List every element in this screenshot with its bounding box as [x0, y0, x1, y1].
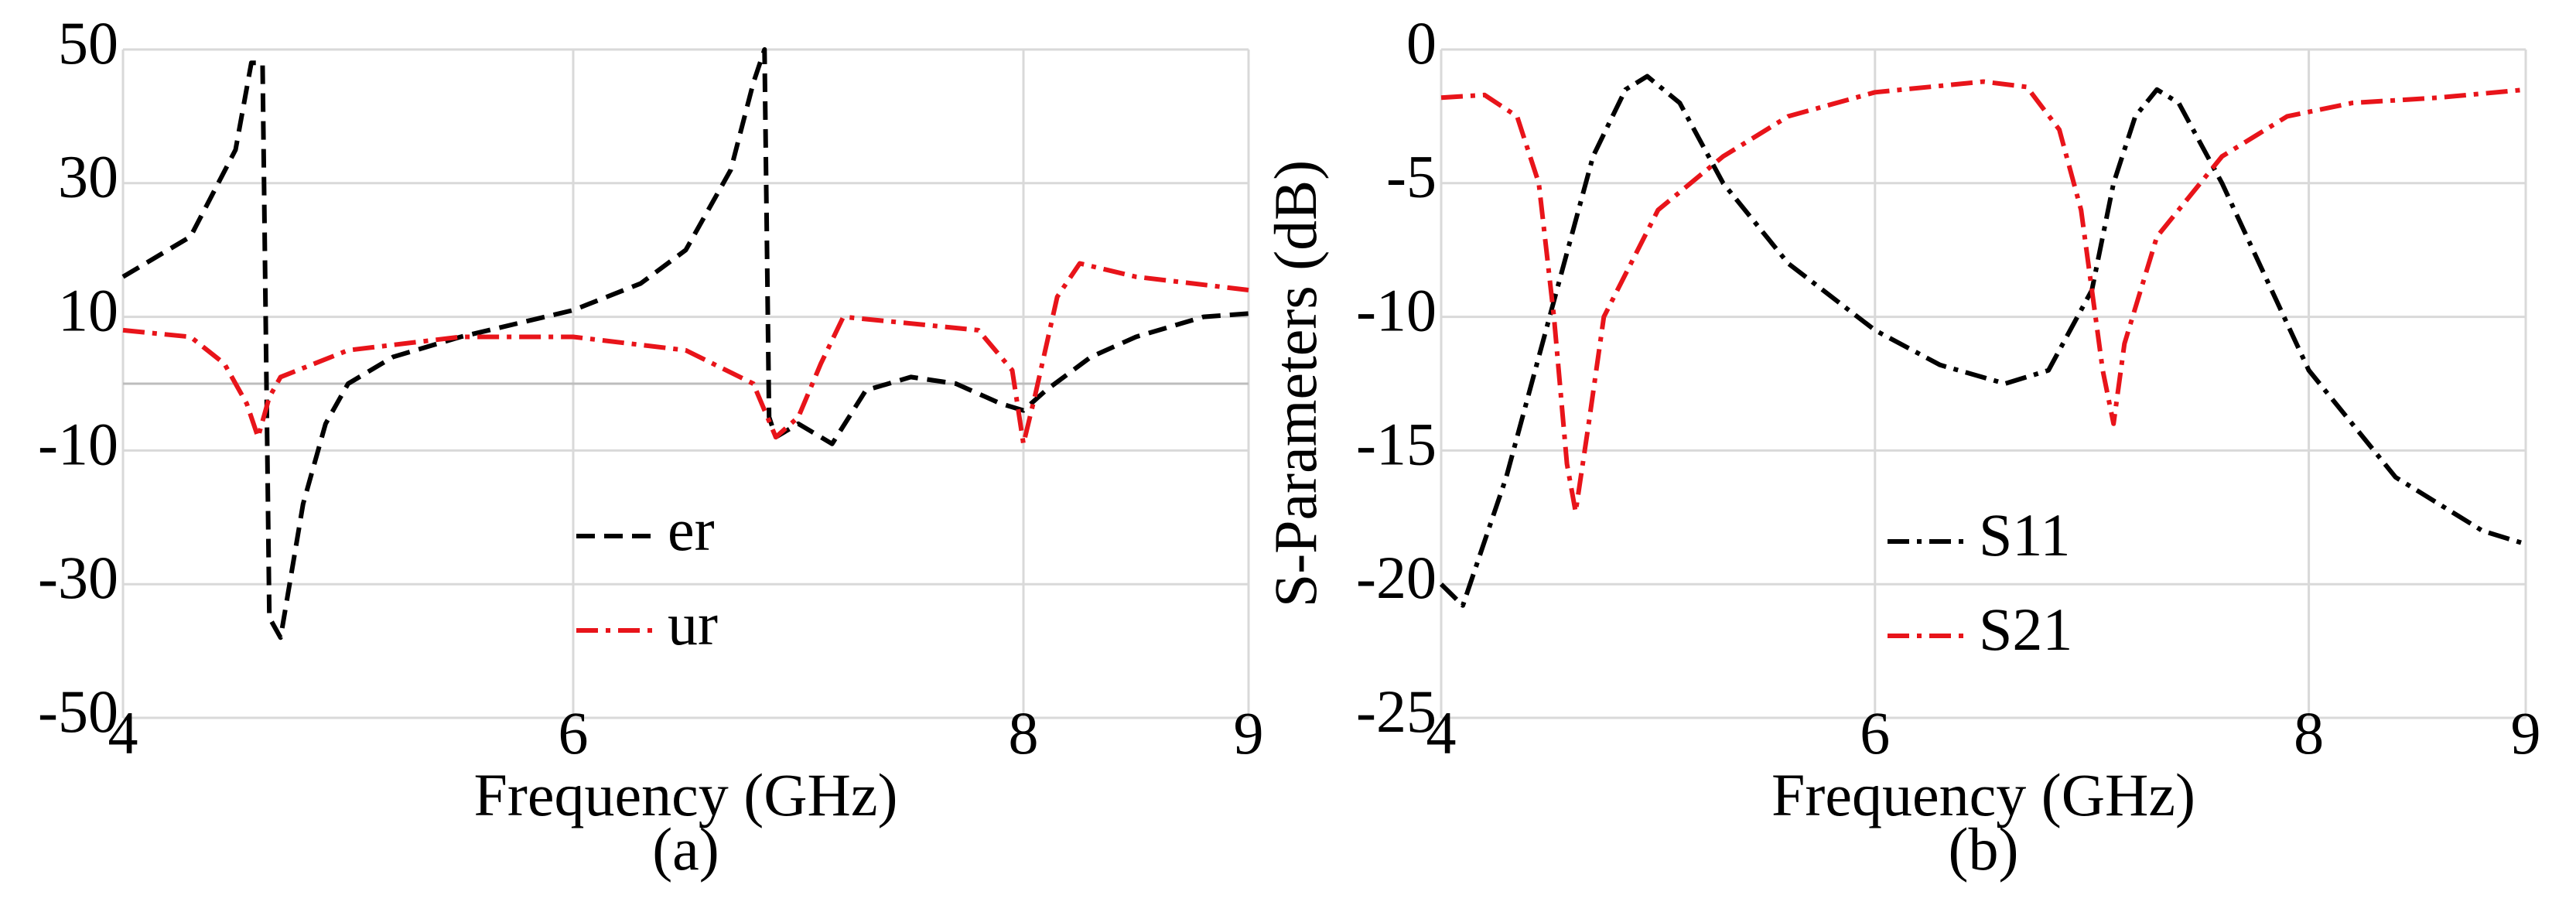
x-tick-label: 6: [559, 699, 589, 767]
y-tick-label: 10: [58, 277, 118, 344]
x-axis-title: Frequency (GHz): [1771, 761, 2195, 828]
y-tick-label: -50: [38, 678, 118, 745]
y-tick-label: -5: [1386, 143, 1437, 210]
x-tick-label: 4: [108, 699, 138, 767]
legend-label: S21: [1979, 596, 2072, 663]
x-tick-label: 9: [1234, 699, 1264, 767]
y-tick-label: -10: [1356, 277, 1437, 344]
series-line: [1440, 79, 2526, 514]
legend-label: ur: [668, 590, 718, 658]
x-tick-label: 6: [1860, 699, 1890, 767]
series-line: [121, 47, 1249, 640]
y-tick-label: -25: [1356, 678, 1437, 745]
legend-label: S11: [1979, 501, 2071, 569]
y-tick-label: 50: [58, 9, 118, 77]
y-tick-label: 30: [58, 143, 118, 210]
y-tick-label: -15: [1356, 410, 1437, 477]
x-tick-label: 4: [1426, 699, 1457, 767]
x-tick-label: 8: [1009, 699, 1039, 767]
x-tick-label: 8: [2294, 699, 2324, 767]
y-tick-label: -20: [1356, 544, 1437, 611]
caption: (a): [652, 815, 719, 883]
caption: (b): [1949, 815, 2019, 883]
y-axis-title: S-Parameters (dB): [1262, 160, 1329, 607]
legend-label: er: [668, 496, 715, 563]
y-tick-label: -10: [38, 410, 118, 477]
series-line: [122, 261, 1249, 446]
y-tick-label: -30: [38, 544, 118, 611]
y-tick-label: 0: [1406, 9, 1437, 77]
series-line: [1439, 73, 2526, 608]
x-axis-title: Frequency (GHz): [474, 761, 898, 828]
x-tick-label: 9: [2511, 699, 2541, 767]
